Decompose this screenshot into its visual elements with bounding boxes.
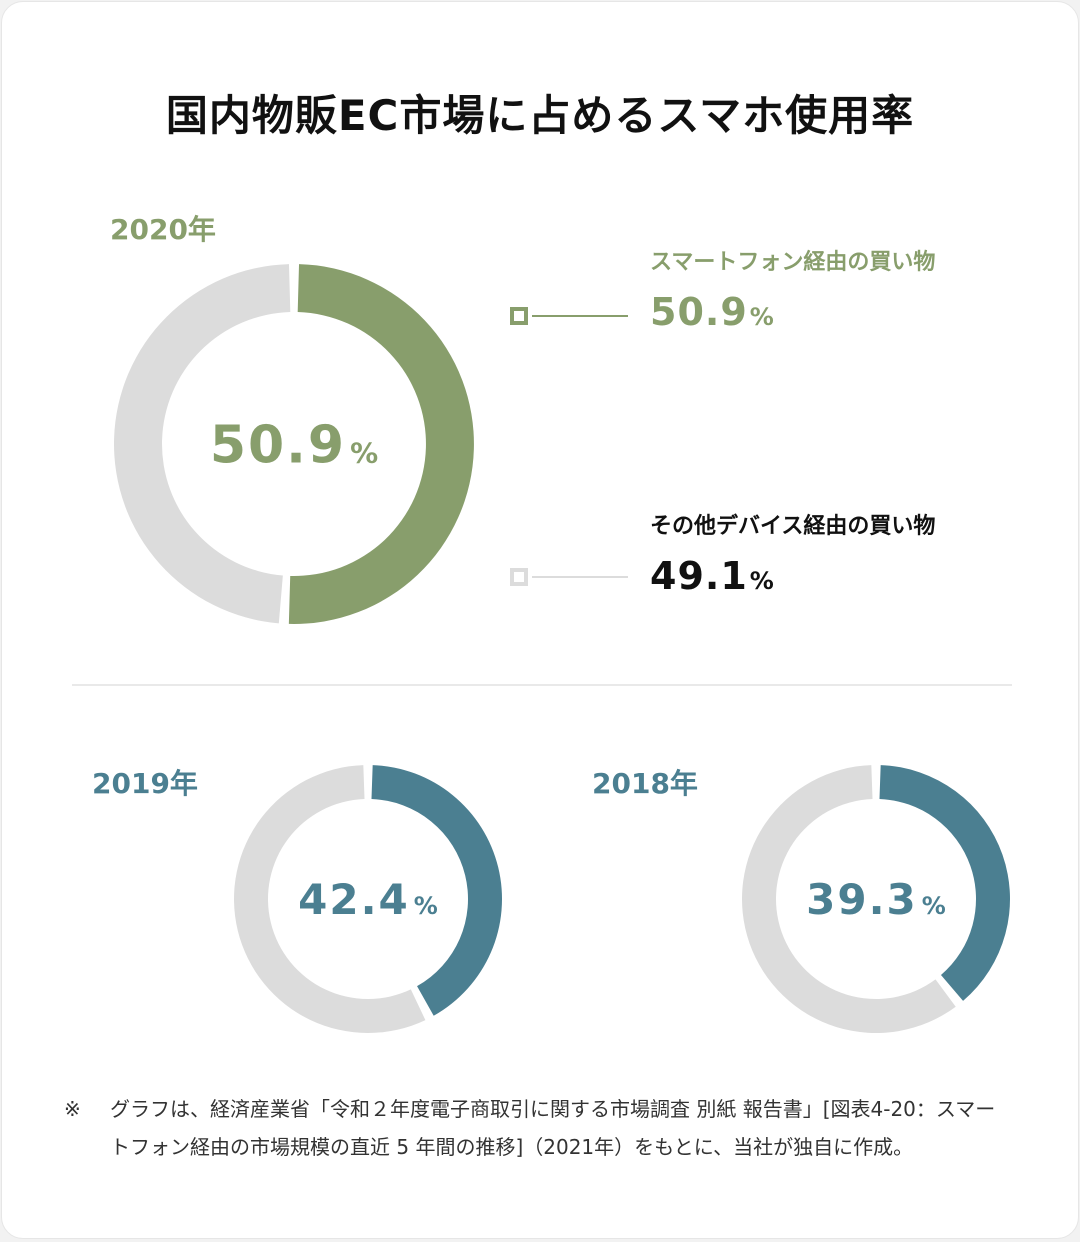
legend-smartphone-line: [532, 315, 628, 317]
donut-2018: 39.3%: [742, 765, 1010, 1033]
donut-2020-center-value: 50.9: [210, 416, 346, 476]
legend-smartphone-value: 50.9%: [650, 290, 774, 334]
legend-smartphone-unit: %: [749, 303, 774, 331]
donut-2019-smartphone-slice: [371, 765, 503, 1016]
donut-2018-center-value: 39.3: [806, 875, 918, 924]
footnote-text: グラフは、経済産業省「令和２年度電子商取引に関する市場調査 別紙 報告書」[図表…: [110, 1097, 996, 1159]
year-label-2018: 2018年: [592, 767, 698, 800]
donut-2018-other-slice: [742, 765, 956, 1033]
donut-2019-center-label: 42.4%: [298, 875, 438, 924]
legend-smartphone-marker: [510, 307, 528, 325]
legend-other-line: [532, 576, 628, 578]
donut-2019-center-unit: %: [414, 892, 438, 920]
legend-other-marker: [510, 568, 528, 586]
donut-2018-center-label: 39.3%: [806, 875, 946, 924]
donut-2018-smartphone-slice: [879, 765, 1010, 1001]
donut-2018-center-unit: %: [922, 892, 946, 920]
legend-smartphone-label: スマートフォン経由の買い物: [650, 250, 936, 275]
donut-2019: 42.4%: [234, 765, 503, 1033]
donut-2019-center-value: 42.4: [298, 875, 410, 924]
donut-2020-center-label: 50.9%: [210, 416, 378, 476]
donut-2020-center-unit: %: [350, 437, 378, 470]
donut-2020: 50.9%: [113, 264, 474, 624]
legend-other-value: 49.1%: [650, 554, 774, 598]
chart-title: 国内物販EC市場に占めるスマホ使用率: [165, 91, 915, 140]
footnote-mark: ※: [64, 1097, 81, 1121]
donut-2020-other-slice: [113, 264, 291, 624]
year-label-2019: 2019年: [92, 767, 198, 800]
donut-2019-other-slice: [234, 765, 426, 1033]
legend-other-label: その他デバイス経由の買い物: [650, 514, 936, 539]
section-divider: [72, 684, 1012, 686]
donut-2020-smartphone-slice: [288, 264, 474, 624]
year-label-2020: 2020年: [110, 213, 216, 246]
legend-smartphone-number: 50.9: [650, 290, 748, 334]
legend-other-number: 49.1: [650, 554, 748, 598]
legend-other-unit: %: [749, 567, 774, 595]
